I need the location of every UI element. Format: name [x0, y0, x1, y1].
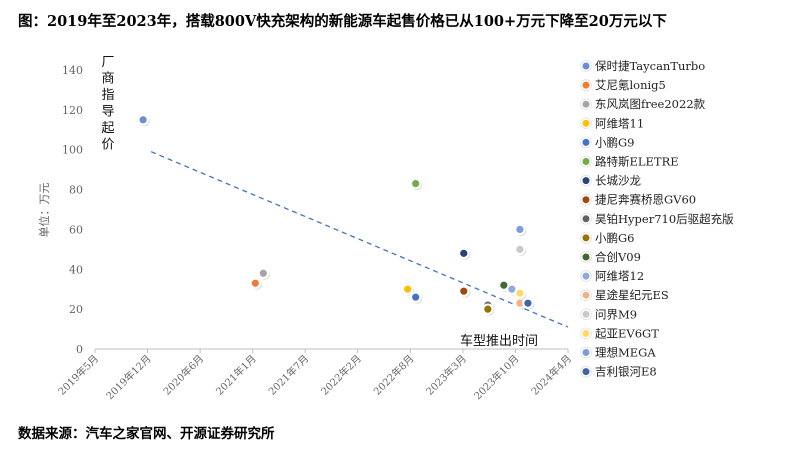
x-tick-label: 2022年8月: [371, 352, 417, 398]
legend-marker: [580, 347, 592, 358]
legend-marker: [580, 79, 592, 91]
legend-label: 阿维塔12: [595, 269, 644, 283]
data-point: [514, 223, 526, 236]
legend-marker-ring: [580, 327, 592, 340]
legend-marker: [580, 175, 592, 186]
y-tick-label: 120: [62, 104, 83, 117]
legend-marker-ring: [580, 232, 592, 244]
data-point: [514, 243, 526, 255]
legend-marker-ring: [580, 251, 592, 263]
data-point: [249, 277, 261, 289]
legend-marker: [580, 270, 592, 282]
legend-label: 小鹏G9: [595, 135, 635, 149]
legend-label: 吉利银河E8: [595, 365, 657, 379]
y-tick-label: 100: [62, 144, 83, 157]
data-point: [458, 247, 470, 259]
legend-label: 捷尼奔赛桥恩GV60: [595, 193, 696, 207]
x-tick-label: 2021年7月: [266, 352, 312, 398]
legend-marker: [580, 251, 592, 263]
legend-label: 长城沙龙: [595, 174, 641, 188]
data-point: [137, 114, 149, 126]
legend-marker: [580, 328, 592, 339]
legend-marker: [580, 289, 592, 301]
x-tick-label: 2021年1月: [213, 352, 259, 398]
x-tick-label: 2020年6月: [160, 352, 206, 398]
x-tick-label: 2023年10月: [471, 352, 521, 402]
data-point: [410, 291, 422, 303]
legend-marker: [580, 213, 592, 225]
legend-marker-ring: [580, 289, 592, 302]
data-point: [458, 285, 470, 297]
y-tick-label: 40: [69, 263, 83, 276]
data-point: [410, 177, 422, 190]
legend-marker: [580, 98, 592, 110]
y-tick-label: 140: [62, 64, 83, 77]
chart-title: 图：2019年至2023年，搭载800V快充架构的新能源车起售价格已从100+万…: [18, 13, 667, 30]
legend-marker: [580, 232, 592, 244]
legend-label: 合创V09: [595, 250, 641, 264]
y-tick-label: 20: [69, 303, 83, 316]
y-tick-label: 80: [69, 184, 83, 197]
trendline: [150, 151, 569, 328]
x-tick-label: 2022年2月: [318, 352, 364, 398]
data-point: [514, 287, 526, 299]
data-point: [522, 297, 534, 309]
legend-marker: [580, 118, 592, 129]
legend-label: 星途星纪元ES: [595, 288, 669, 302]
y-tick-label: 0: [76, 343, 83, 356]
legend-marker: [580, 156, 592, 167]
legend-label: 问界M9: [595, 307, 637, 321]
x-tick-label: 2023年3月: [423, 352, 469, 398]
data-point: [257, 267, 269, 279]
legend-label: 东风岚图free2022款: [595, 97, 706, 111]
legend-label: 小鹏G6: [595, 231, 635, 245]
legend-marker-ring: [580, 308, 592, 321]
data-points: [137, 114, 535, 316]
legend-marker-ring: [580, 79, 592, 91]
legend-marker: [580, 60, 592, 72]
legend-marker-ring: [580, 193, 592, 206]
x-ticks: 2019年5月 2019年12月 2020年6月 2021年1月 2021年7月 2022…: [55, 349, 574, 402]
y-annotation: 厂商指导起价: [101, 55, 114, 153]
legend-label: 起亚EV6GT: [595, 326, 659, 340]
x-tick-label: 2024年4月: [528, 352, 574, 398]
legend-marker-ring: [580, 136, 592, 149]
y-axis-label: 单位：万元: [37, 183, 51, 238]
x-tick-label: 2019年12月: [103, 352, 153, 402]
legend-label: 阿维塔11: [595, 116, 644, 130]
x-tick-label: 2019年5月: [55, 352, 101, 398]
legend-label: 理想MEGA: [595, 346, 656, 360]
trendline-line: [150, 151, 569, 328]
legend-label: 艾尼氪lonig5: [595, 78, 666, 92]
legend-marker-ring: [580, 155, 592, 168]
legend-label: 昊铂Hyper710后驱超充版: [595, 212, 734, 226]
legend-marker-ring: [580, 346, 592, 359]
y-tick-label: 60: [69, 223, 83, 236]
legend: 保时捷TaycanTurbo 艾尼氪lonig5 东风岚图free2022款阿维塔1…: [580, 59, 734, 379]
legend-marker: [580, 194, 592, 206]
legend-marker-ring: [580, 365, 592, 378]
legend-marker-ring: [580, 117, 592, 130]
legend-marker-ring: [580, 98, 592, 110]
legend-marker-ring: [580, 174, 592, 187]
legend-marker-ring: [580, 213, 592, 225]
legend-label: 保时捷TaycanTurbo: [595, 59, 705, 73]
source-note: 数据来源：汽车之家官网、开源证券研究所: [18, 426, 275, 442]
legend-marker-ring: [580, 270, 592, 282]
y-ticks: 0 20 40 60 80 100 120 140: [62, 64, 83, 356]
legend-marker: [580, 366, 592, 377]
data-point: [482, 303, 494, 315]
legend-marker: [580, 308, 592, 320]
data-point: [402, 283, 414, 295]
legend-marker: [580, 137, 592, 148]
legend-marker-ring: [580, 60, 592, 72]
legend-label: 路特斯ELETRE: [595, 155, 679, 169]
x-annotation: 车型推出时间: [460, 333, 538, 349]
